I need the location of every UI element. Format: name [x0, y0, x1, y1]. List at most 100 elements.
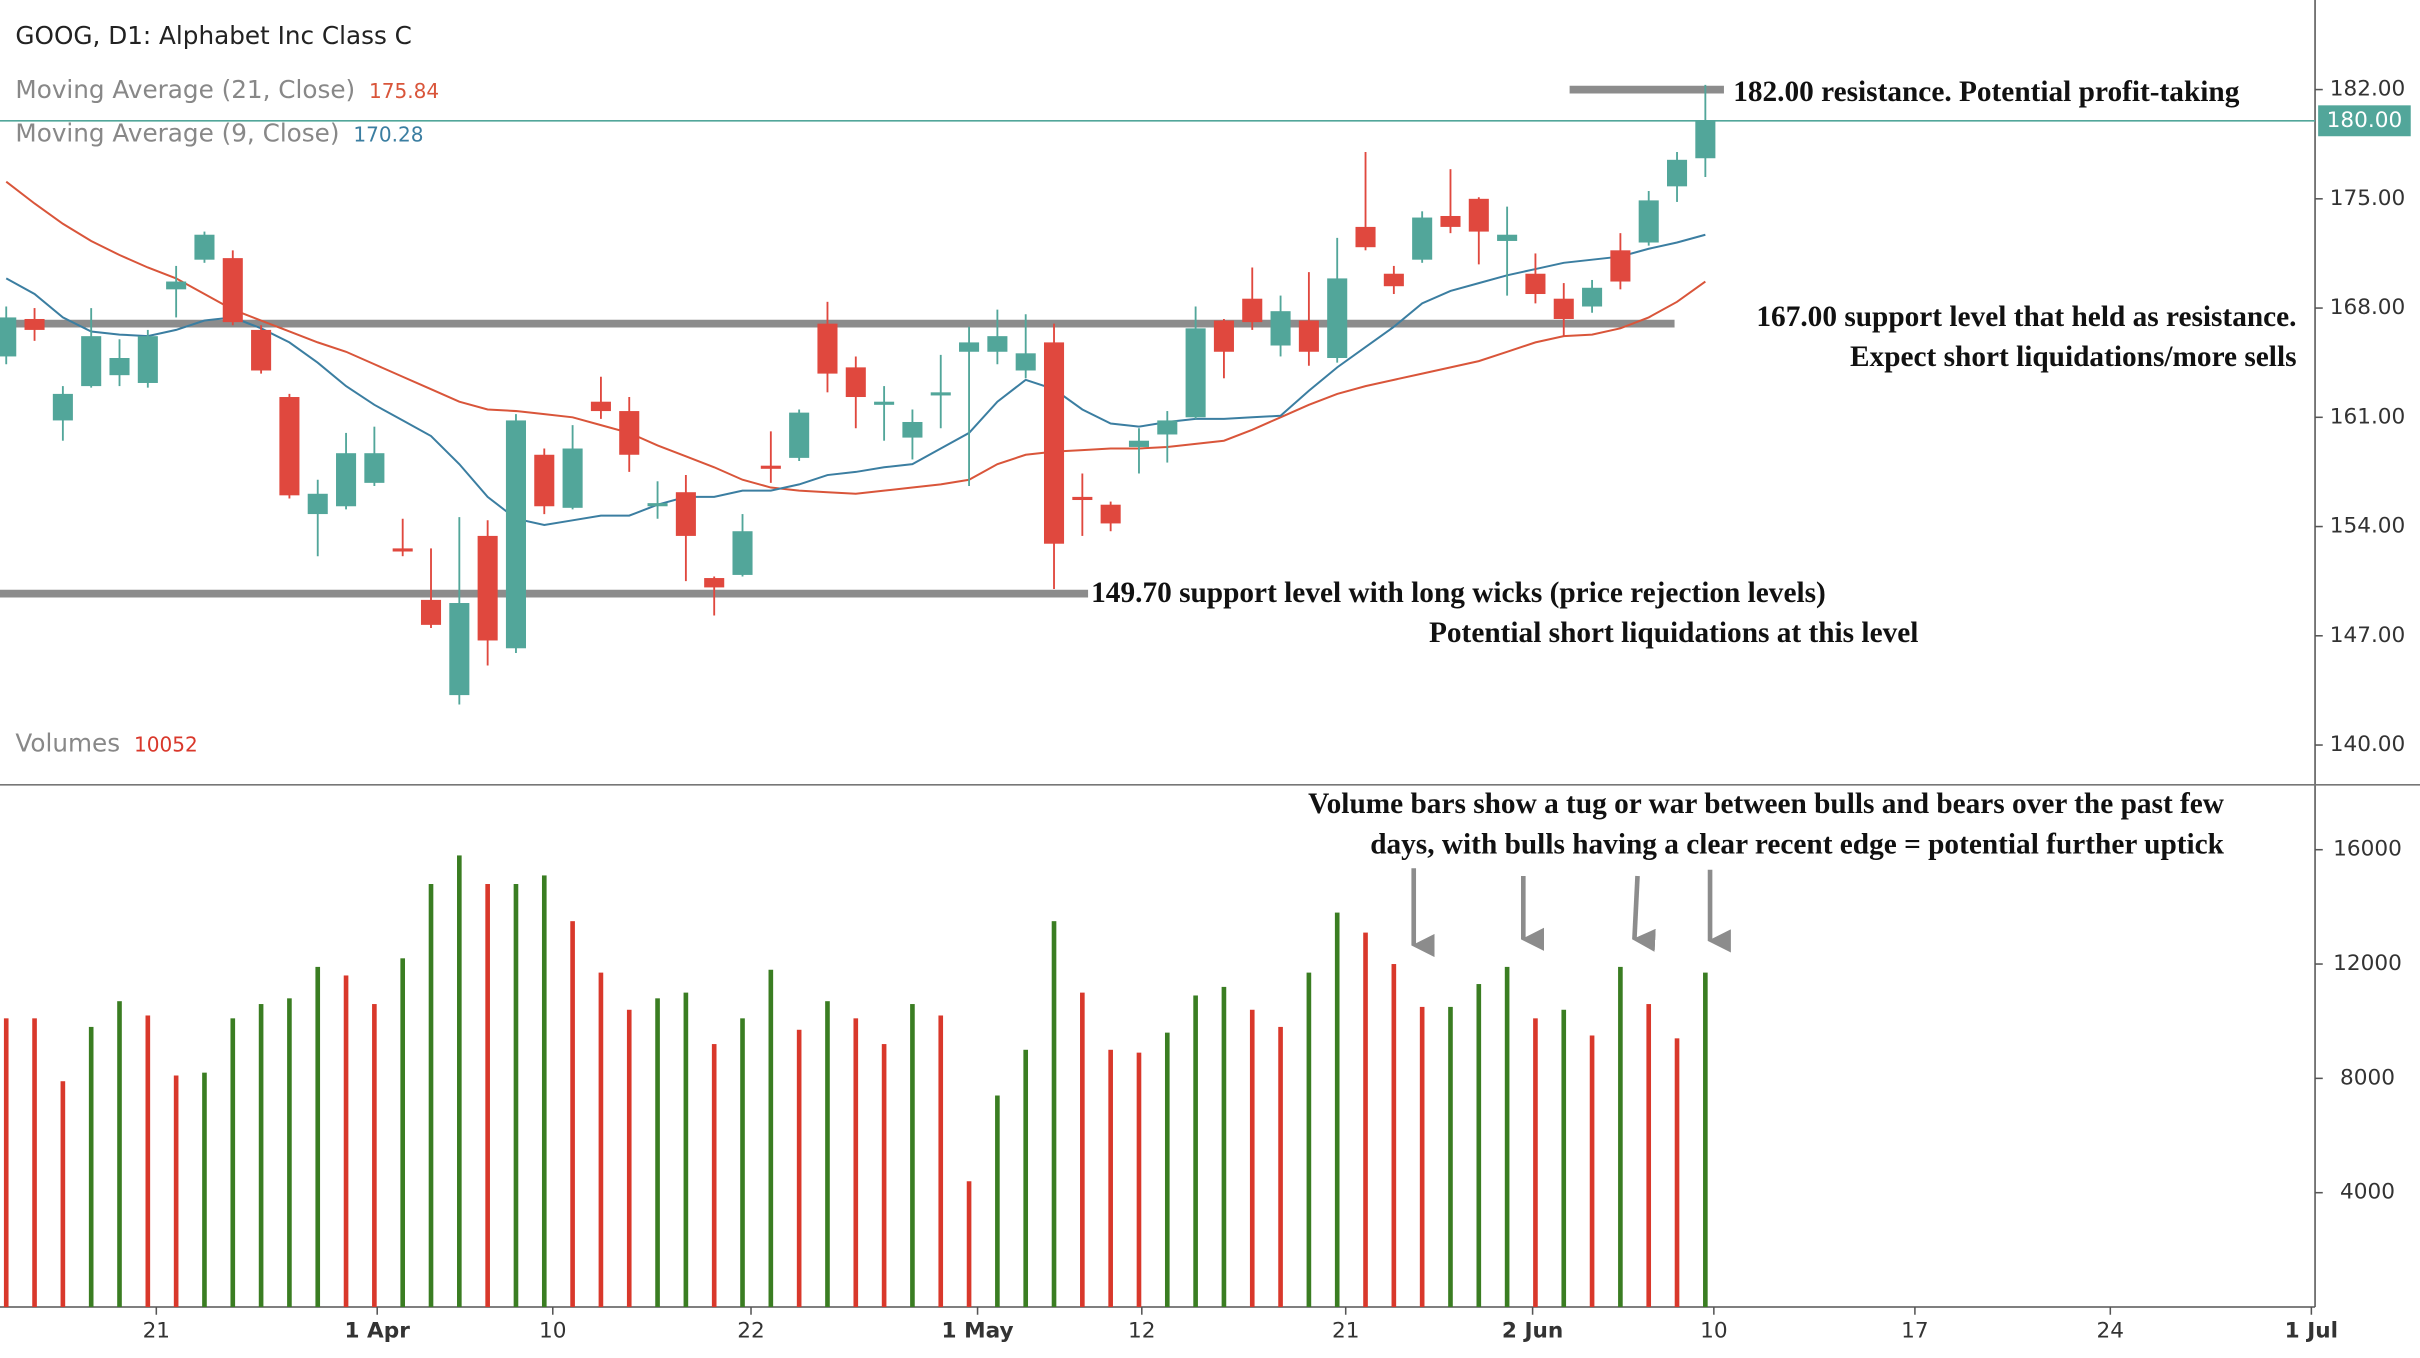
volume-bar — [400, 958, 406, 1308]
candle-body — [1015, 353, 1036, 371]
candle-body — [477, 535, 498, 641]
volume-bar — [457, 855, 462, 1308]
volume-bar — [796, 1029, 802, 1308]
volume-bar — [570, 921, 575, 1308]
volume-bar — [1448, 1006, 1453, 1308]
y-tick-label: 147.00 — [2330, 623, 2406, 648]
volume-bar — [1249, 1009, 1255, 1308]
legend-name: Moving Average (9, Close) — [15, 118, 339, 147]
volume-bar — [1419, 1006, 1425, 1308]
x-tick-label: 10 — [539, 1319, 566, 1344]
volume-bar — [485, 884, 490, 1308]
last-price-label: 180.00 — [2327, 108, 2403, 133]
volume-bar — [315, 966, 321, 1308]
volume-bar — [626, 1009, 632, 1308]
volume-bar — [1674, 1038, 1680, 1308]
volume-bar — [683, 992, 689, 1308]
volume-bar — [1391, 964, 1397, 1308]
x-tick-label: 12 — [1128, 1319, 1155, 1344]
volume-bar — [1136, 1052, 1142, 1308]
volume-bar — [372, 1004, 377, 1308]
candle-body — [1298, 320, 1319, 352]
volume-bar — [1108, 1049, 1113, 1308]
candle-body — [1525, 273, 1546, 295]
volume-bar — [1023, 1049, 1029, 1308]
chart-title: GOOG, D1: Alphabet Inc Class C — [15, 21, 411, 50]
candle-body — [760, 465, 781, 469]
volume-bar — [655, 998, 660, 1308]
candle-body — [137, 336, 158, 383]
volume-bar — [1334, 912, 1340, 1308]
candle-body — [364, 453, 385, 483]
candle-body — [1412, 217, 1433, 260]
volume-bar — [145, 1015, 151, 1308]
volume-y-tick-label: 16000 — [2333, 837, 2402, 862]
volume-bar — [768, 969, 774, 1308]
volume-bar — [1306, 972, 1312, 1308]
volume-bar — [3, 1018, 9, 1308]
volume-bar — [60, 1081, 66, 1308]
candle-body — [1128, 440, 1150, 447]
y-tick-label: 168.00 — [2330, 295, 2406, 320]
x-tick-label: 21 — [143, 1319, 170, 1344]
candle-body — [1440, 215, 1461, 227]
candle-body — [52, 393, 73, 421]
volume-bar — [1618, 966, 1623, 1308]
candle-body — [166, 281, 187, 290]
x-tick-label: 10 — [1700, 1319, 1727, 1344]
x-tick-label: 22 — [737, 1319, 764, 1344]
candle-body — [987, 336, 1008, 352]
candle-body — [222, 258, 243, 323]
volume-bar — [1278, 1026, 1283, 1308]
y-tick-label: 182.00 — [2330, 77, 2406, 102]
y-tick-label: 154.00 — [2330, 514, 2406, 539]
candle-body — [874, 401, 895, 405]
volume-bar — [230, 1018, 236, 1308]
candle-body — [1553, 298, 1574, 319]
volume-bar — [1533, 1018, 1538, 1308]
volume-bar — [1363, 932, 1368, 1308]
volume-bar — [287, 998, 292, 1308]
x-tick-label: 2 Jun — [1502, 1319, 1563, 1344]
candle-body — [420, 599, 442, 625]
candle-body — [590, 401, 611, 412]
candle-body — [1695, 120, 1716, 159]
candle-body — [534, 454, 555, 507]
x-tick-label: 1 Apr — [345, 1319, 411, 1344]
volume-bar — [541, 875, 547, 1308]
candle-body — [392, 548, 413, 552]
moving-average-line — [5, 180, 1706, 495]
arrow — [1632, 875, 1656, 952]
x-tick-label: 1 Jul — [2285, 1319, 2338, 1344]
volume-bar — [117, 1001, 122, 1308]
volume-note: days, with bulls having a clear recent e… — [1370, 828, 2224, 860]
candle-body — [619, 411, 640, 455]
legend-value: 175.84 — [369, 79, 439, 103]
volume-y-tick-label: 8000 — [2340, 1065, 2395, 1090]
candle-body — [279, 397, 300, 496]
candle-body — [732, 531, 753, 575]
level-note: 149.70 support level with long wicks (pr… — [1091, 577, 1826, 609]
volume-bar — [598, 972, 604, 1308]
moving-average-line — [5, 233, 1706, 527]
candle-body — [704, 578, 725, 588]
y-tick-label: 140.00 — [2330, 732, 2406, 757]
volume-bar — [1221, 986, 1227, 1308]
candle-body — [1043, 342, 1065, 544]
candle-body — [675, 492, 696, 536]
volume-bar — [966, 1181, 972, 1308]
candle-body — [336, 453, 357, 507]
volume-bar — [32, 1018, 37, 1308]
candle-body — [1468, 198, 1489, 232]
candle-body — [251, 329, 272, 371]
candle-body — [817, 323, 838, 374]
level-note: Potential short liquidations at this lev… — [1429, 617, 1918, 649]
volume-bar — [853, 1018, 859, 1308]
legend-name: Moving Average (21, Close) — [15, 75, 355, 104]
volume-bar — [1646, 1004, 1652, 1308]
candle-body — [959, 342, 980, 352]
volume-bar — [1051, 921, 1057, 1308]
candle-body — [1242, 298, 1263, 323]
